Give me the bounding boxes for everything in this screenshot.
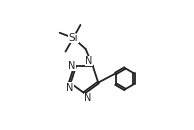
Text: Si: Si — [68, 33, 78, 43]
Text: N: N — [84, 93, 91, 103]
Text: N: N — [68, 61, 75, 71]
Text: N: N — [66, 83, 74, 93]
Text: N: N — [85, 56, 93, 66]
